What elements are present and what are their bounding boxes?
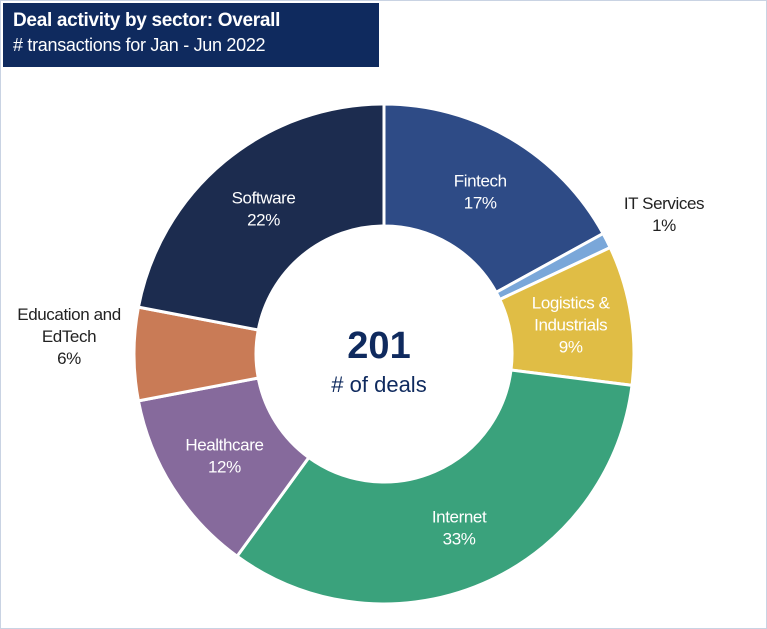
slice-pct-software: 22% bbox=[247, 210, 280, 229]
slice-label-education-and-edtech: Education and bbox=[17, 305, 121, 324]
slice-pct-healthcare: 12% bbox=[208, 457, 241, 476]
slice-pct-logistics-industrials: 9% bbox=[559, 337, 583, 356]
slice-label-education-and-edtech: EdTech bbox=[42, 327, 96, 346]
slice-pct-fintech: 17% bbox=[464, 193, 497, 212]
title-box: Deal activity by sector: Overall # trans… bbox=[3, 3, 379, 67]
slice-label-logistics-industrials: Logistics & bbox=[532, 293, 611, 312]
slice-label-it-services: IT Services bbox=[624, 194, 704, 213]
slice-label-internet: Internet bbox=[432, 507, 487, 526]
slice-label-software: Software bbox=[232, 188, 296, 207]
slice-pct-education-and-edtech: 6% bbox=[57, 349, 81, 368]
slice-label-logistics-industrials: Industrials bbox=[534, 315, 607, 334]
center-total-label: # of deals bbox=[331, 372, 426, 397]
chart-subtitle: # transactions for Jan - Jun 2022 bbox=[13, 35, 266, 55]
slice-pct-internet: 33% bbox=[443, 529, 476, 548]
center-total-value: 201 bbox=[347, 325, 410, 367]
slice-pct-it-services: 1% bbox=[652, 216, 676, 235]
slice-fintech bbox=[382, 102, 606, 295]
slice-software bbox=[136, 102, 386, 332]
slice-internet bbox=[234, 368, 634, 606]
chart-title: Deal activity by sector: Overall bbox=[13, 10, 281, 31]
slice-label-fintech: Fintech bbox=[454, 171, 507, 190]
slice-label-healthcare: Healthcare bbox=[185, 435, 263, 454]
